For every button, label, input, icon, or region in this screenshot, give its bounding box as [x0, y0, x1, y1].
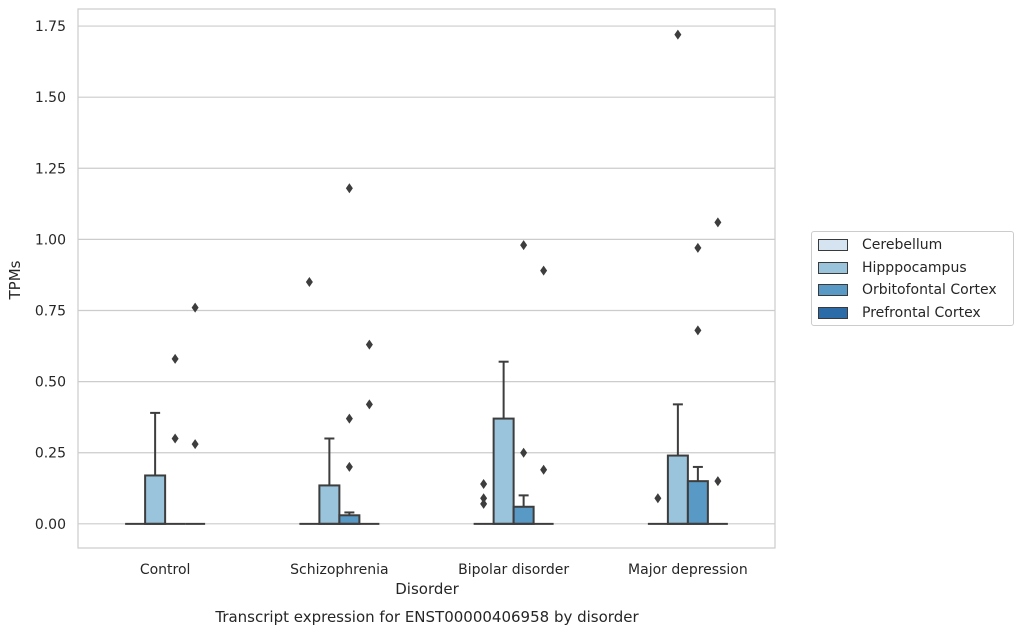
box-orbitofontal-cortex [512, 240, 535, 525]
outlier-point [171, 353, 179, 364]
x-tick-label: Control [140, 562, 191, 578]
legend-item: Orbitofontal Cortex [818, 280, 997, 300]
x-axis-title: Disorder [395, 580, 459, 598]
box-prefrontal-cortex [707, 217, 728, 525]
outlier-point [714, 476, 722, 487]
outlier-point [345, 183, 353, 194]
box-cerebellum [299, 277, 320, 525]
legend-label: Hipppocampus [862, 259, 967, 276]
outlier-point [345, 461, 353, 472]
outlier-point [540, 464, 548, 475]
box-hipppocampus [318, 437, 341, 525]
y-tick-label: 1.50 [35, 90, 66, 106]
legend-label: Cerebellum [862, 237, 943, 253]
outlier-point [191, 439, 199, 450]
outlier-point [171, 433, 179, 444]
y-tick-label: 1.00 [35, 232, 66, 248]
axis-layer: 0.00 0.25 0.50 0.75 1.00 1.25 1.50 1.75 Control S… [35, 19, 748, 578]
y-tick-label: 0.25 [35, 446, 66, 462]
legend-item: Cerebellum [818, 235, 942, 255]
box-hipppocampus [492, 360, 515, 525]
outlier-point [520, 240, 528, 251]
box-orbitofontal-cortex [686, 242, 709, 525]
plot-layer [125, 29, 728, 525]
chart-caption: Transcript expression for ENST0000040695… [214, 608, 639, 626]
outlier-point [365, 339, 373, 350]
outlier-point [674, 29, 682, 40]
legend-swatch [818, 306, 848, 319]
box-body [512, 505, 535, 525]
legend-item: Hipppocampus [818, 258, 967, 278]
x-tick-label: Major depression [628, 562, 748, 578]
y-tick-label: 1.25 [35, 161, 66, 177]
legend-swatch [818, 261, 848, 274]
box-body [318, 484, 341, 525]
outlier-point [694, 325, 702, 336]
outlier-point [520, 447, 528, 458]
box-body [686, 480, 709, 525]
plot-frame [77, 8, 776, 549]
x-tick-label: Bipolar disorder [458, 562, 569, 578]
y-tick-label: 0.00 [35, 517, 66, 533]
box-hipppocampus [144, 411, 167, 525]
box-body [492, 417, 515, 525]
legend-label: Prefrontal Cortex [862, 304, 981, 321]
legend-swatch [818, 284, 848, 296]
outlier-point [365, 399, 373, 410]
legend-item: Prefrontal Cortex [818, 303, 981, 323]
box-prefrontal-cortex [185, 302, 206, 525]
x-tick-label: Schizophrenia [290, 562, 388, 578]
outlier-point [694, 242, 702, 253]
y-tick-label: 0.75 [35, 303, 66, 319]
box-cerebellum [473, 479, 494, 525]
legend-label: Orbitofontal Cortex [862, 282, 997, 298]
box-prefrontal-cortex [359, 339, 380, 525]
box-body [144, 474, 167, 525]
box-prefrontal-cortex [533, 265, 554, 525]
outlier-point [480, 479, 488, 490]
y-tick-label: 1.75 [35, 19, 66, 35]
outlier-point [305, 277, 313, 288]
outlier-point [714, 217, 722, 228]
box-cerebellum [647, 493, 668, 525]
outlier-point [480, 493, 488, 504]
outlier-point [654, 493, 662, 504]
box-body [338, 514, 361, 525]
legend-swatch [818, 239, 848, 251]
box-orbitofontal-cortex [165, 353, 186, 525]
outlier-point [480, 498, 488, 509]
outlier-point [540, 265, 548, 276]
box-orbitofontal-cortex [338, 183, 361, 525]
outlier-point [345, 413, 353, 424]
legend: Cerebellum Hipppocampus Orbitofontal Corte… [811, 231, 1014, 326]
y-tick-label: 0.50 [35, 375, 66, 391]
y-axis-title: TPMs [6, 260, 24, 300]
box-body [666, 454, 689, 525]
outlier-point [191, 302, 199, 313]
